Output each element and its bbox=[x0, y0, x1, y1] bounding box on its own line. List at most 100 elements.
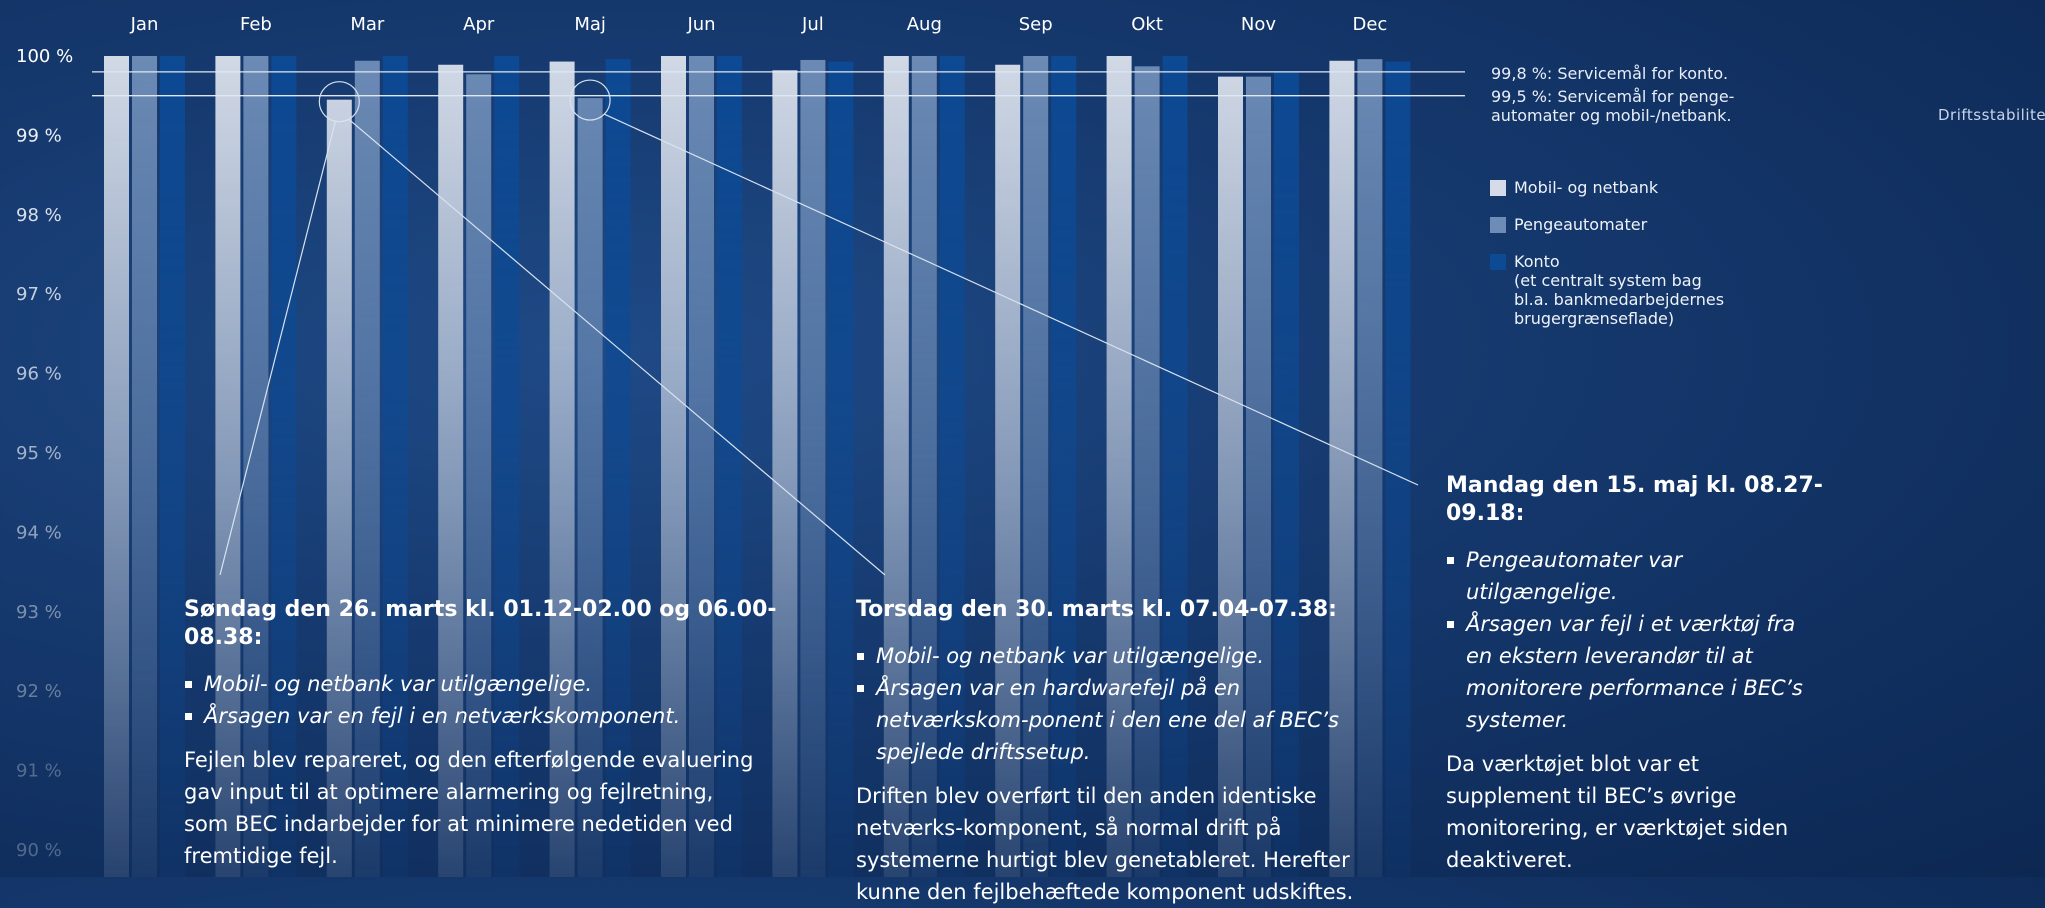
y-tick-label: 94 % bbox=[16, 522, 62, 543]
annotation-march-26-bullets: Mobil- og netbank var utilgængelige. Års… bbox=[184, 668, 824, 732]
bar-jun-1 bbox=[689, 56, 714, 877]
bar-apr-1 bbox=[466, 74, 492, 877]
month-label-nov: Nov bbox=[1241, 14, 1276, 35]
month-label-feb: Feb bbox=[240, 14, 272, 35]
callout-line-may-15 bbox=[603, 113, 1419, 486]
month-label-jun: Jun bbox=[686, 14, 715, 35]
annotation-may-15: Mandag den 15. maj kl. 08.27-09.18: Peng… bbox=[1446, 472, 1866, 876]
bar-aug-2 bbox=[939, 56, 965, 877]
bar-jul-0 bbox=[772, 70, 798, 877]
legend-label-konto: Konto bbox=[1514, 252, 1560, 271]
annotation-may-15-title: Mandag den 15. maj kl. 08.27-09.18: bbox=[1446, 473, 1823, 526]
annotation-march-30-bullets: Mobil- og netbank var utilgængelige. Års… bbox=[856, 640, 1386, 768]
bar-sep-2 bbox=[1051, 56, 1077, 877]
month-label-okt: Okt bbox=[1131, 14, 1163, 35]
y-tick-label: 91 % bbox=[16, 761, 62, 782]
month-label-sep: Sep bbox=[1019, 14, 1053, 35]
bar-mar-1 bbox=[354, 60, 380, 877]
month-label-jul: Jul bbox=[801, 14, 824, 35]
y-tick-label: 90 % bbox=[16, 840, 62, 861]
bar-dec-1 bbox=[1357, 59, 1383, 877]
legend-swatch-mobil bbox=[1490, 180, 1506, 196]
legend-label-penge: Pengeautomater bbox=[1514, 215, 1648, 234]
annotation-march-30: Torsdag den 30. marts kl. 07.04-07.38: M… bbox=[856, 596, 1386, 908]
highlight-circle-maj bbox=[569, 79, 611, 121]
callout-line-march-26 bbox=[219, 121, 336, 576]
bar-okt-0 bbox=[1106, 56, 1132, 877]
legend-item-penge: Pengeautomater bbox=[1490, 215, 1724, 234]
month-labels: Jan Feb Mar Apr Maj Jun Jul Aug Sep Okt Nov Dec bbox=[130, 14, 1388, 35]
legend-note-konto: (et centralt system bag bl.a. bankmedarb… bbox=[1514, 271, 1725, 328]
bar-okt-2 bbox=[1162, 56, 1188, 877]
month-label-aug: Aug bbox=[907, 14, 942, 35]
annotation-march-30-bullet: Mobil- og netbank var utilgængelige. bbox=[856, 640, 1381, 672]
month-label-mar: Mar bbox=[350, 14, 385, 35]
month-label-dec: Dec bbox=[1352, 14, 1387, 35]
annotation-march-26-title: Søndag den 26. marts kl. 01.12-02.00 og … bbox=[184, 597, 777, 650]
y-tick-label: 95 % bbox=[16, 443, 62, 464]
bar-dec-0 bbox=[1329, 60, 1355, 877]
bar-dec-2 bbox=[1385, 61, 1411, 877]
annotation-march-30-title: Torsdag den 30. marts kl. 07.04-07.38: bbox=[856, 597, 1337, 622]
bar-okt-1 bbox=[1134, 66, 1160, 877]
bar-sep-1 bbox=[1023, 56, 1049, 877]
annotation-march-30-body: Driften blev overført til den anden iden… bbox=[856, 784, 1354, 904]
bar-nov-0 bbox=[1218, 76, 1243, 877]
bar-mar-0 bbox=[326, 99, 352, 877]
month-label-apr: Apr bbox=[463, 14, 495, 35]
bar-nov-2 bbox=[1274, 71, 1299, 877]
bar-jan-0 bbox=[104, 56, 129, 877]
annotation-may-15-bullets: Pengeautomater var utilgængelige. Årsage… bbox=[1446, 544, 1866, 736]
callout-lines bbox=[219, 79, 1419, 576]
bar-aug-0 bbox=[883, 56, 909, 877]
bar-maj-2 bbox=[605, 59, 631, 877]
y-tick-label: 96 % bbox=[16, 364, 62, 385]
legend-swatch-konto bbox=[1490, 254, 1506, 270]
callout-line-march-30 bbox=[348, 119, 886, 576]
annotation-march-26-bullet: Årsagen var en fejl i en netværkskompone… bbox=[184, 700, 824, 732]
bar-aug-1 bbox=[911, 56, 937, 877]
bar-feb-2 bbox=[271, 56, 297, 877]
legend-item-mobil: Mobil- og netbank bbox=[1490, 178, 1724, 197]
y-tick-label: 93 % bbox=[16, 602, 62, 623]
bar-sep-0 bbox=[995, 64, 1021, 877]
bar-apr-2 bbox=[494, 56, 520, 877]
reference-lines bbox=[92, 71, 1465, 97]
bar-mar-2 bbox=[382, 56, 408, 877]
bar-jul-1 bbox=[800, 59, 826, 877]
bar-apr-0 bbox=[438, 64, 464, 877]
month-label-maj: Maj bbox=[574, 14, 606, 35]
annotation-may-15-body: Da værktøjet blot var et supplement til … bbox=[1446, 752, 1789, 872]
highlight-circle-mar bbox=[318, 81, 360, 123]
y-tick-label: 99 % bbox=[16, 125, 62, 146]
bar-jan-2 bbox=[160, 56, 185, 877]
side-label: Driftsstabilitet bbox=[1938, 106, 2045, 124]
y-tick-label: 100 % bbox=[16, 46, 73, 67]
bar-feb-0 bbox=[215, 56, 241, 877]
bar-nov-1 bbox=[1246, 76, 1271, 877]
legend-swatch-penge bbox=[1490, 217, 1506, 233]
y-tick-label: 92 % bbox=[16, 681, 62, 702]
annotation-march-26: Søndag den 26. marts kl. 01.12-02.00 og … bbox=[184, 596, 824, 872]
bar-jun-0 bbox=[661, 56, 686, 877]
annotation-may-15-bullet: Pengeautomater var utilgængelige. bbox=[1446, 544, 1806, 608]
availability-chart: 100 % 99 % 98 % 97 % 96 % 95 % 94 % 93 % 92 % 91 … bbox=[16, 14, 1465, 877]
annotation-may-15-bullet: Årsagen var fejl i et værktøj fra en eks… bbox=[1446, 608, 1806, 736]
y-tick-label: 98 % bbox=[16, 205, 62, 226]
y-tick-label: 97 % bbox=[16, 284, 62, 305]
legend-label-mobil: Mobil- og netbank bbox=[1514, 178, 1659, 197]
bar-maj-1 bbox=[577, 98, 603, 877]
annotation-march-30-bullet: Årsagen var en hardwarefejl på en netvær… bbox=[856, 672, 1381, 768]
y-axis: 100 % 99 % 98 % 97 % 96 % 95 % 94 % 93 % 92 % 91 … bbox=[16, 46, 73, 861]
legend-item-konto: Konto (et centralt system bag bl.a. bank… bbox=[1490, 252, 1724, 328]
bar-maj-0 bbox=[549, 61, 575, 877]
legend: Mobil- og netbank Pengeautomater Konto (… bbox=[1490, 178, 1724, 346]
ref-label-konto: 99,8 %: Servicemål for konto. bbox=[1491, 64, 1729, 83]
month-label-jan: Jan bbox=[130, 14, 159, 35]
annotation-march-26-bullet: Mobil- og netbank var utilgængelige. bbox=[184, 668, 824, 700]
bar-jul-2 bbox=[828, 61, 854, 877]
bar-jan-1 bbox=[132, 56, 157, 877]
ref-label-penge-mobil: 99,5 %: Servicemål for penge- automater … bbox=[1491, 87, 1735, 125]
bar-jun-2 bbox=[717, 56, 742, 877]
annotation-march-26-body: Fejlen blev repareret, og den efterfølge… bbox=[184, 748, 754, 868]
